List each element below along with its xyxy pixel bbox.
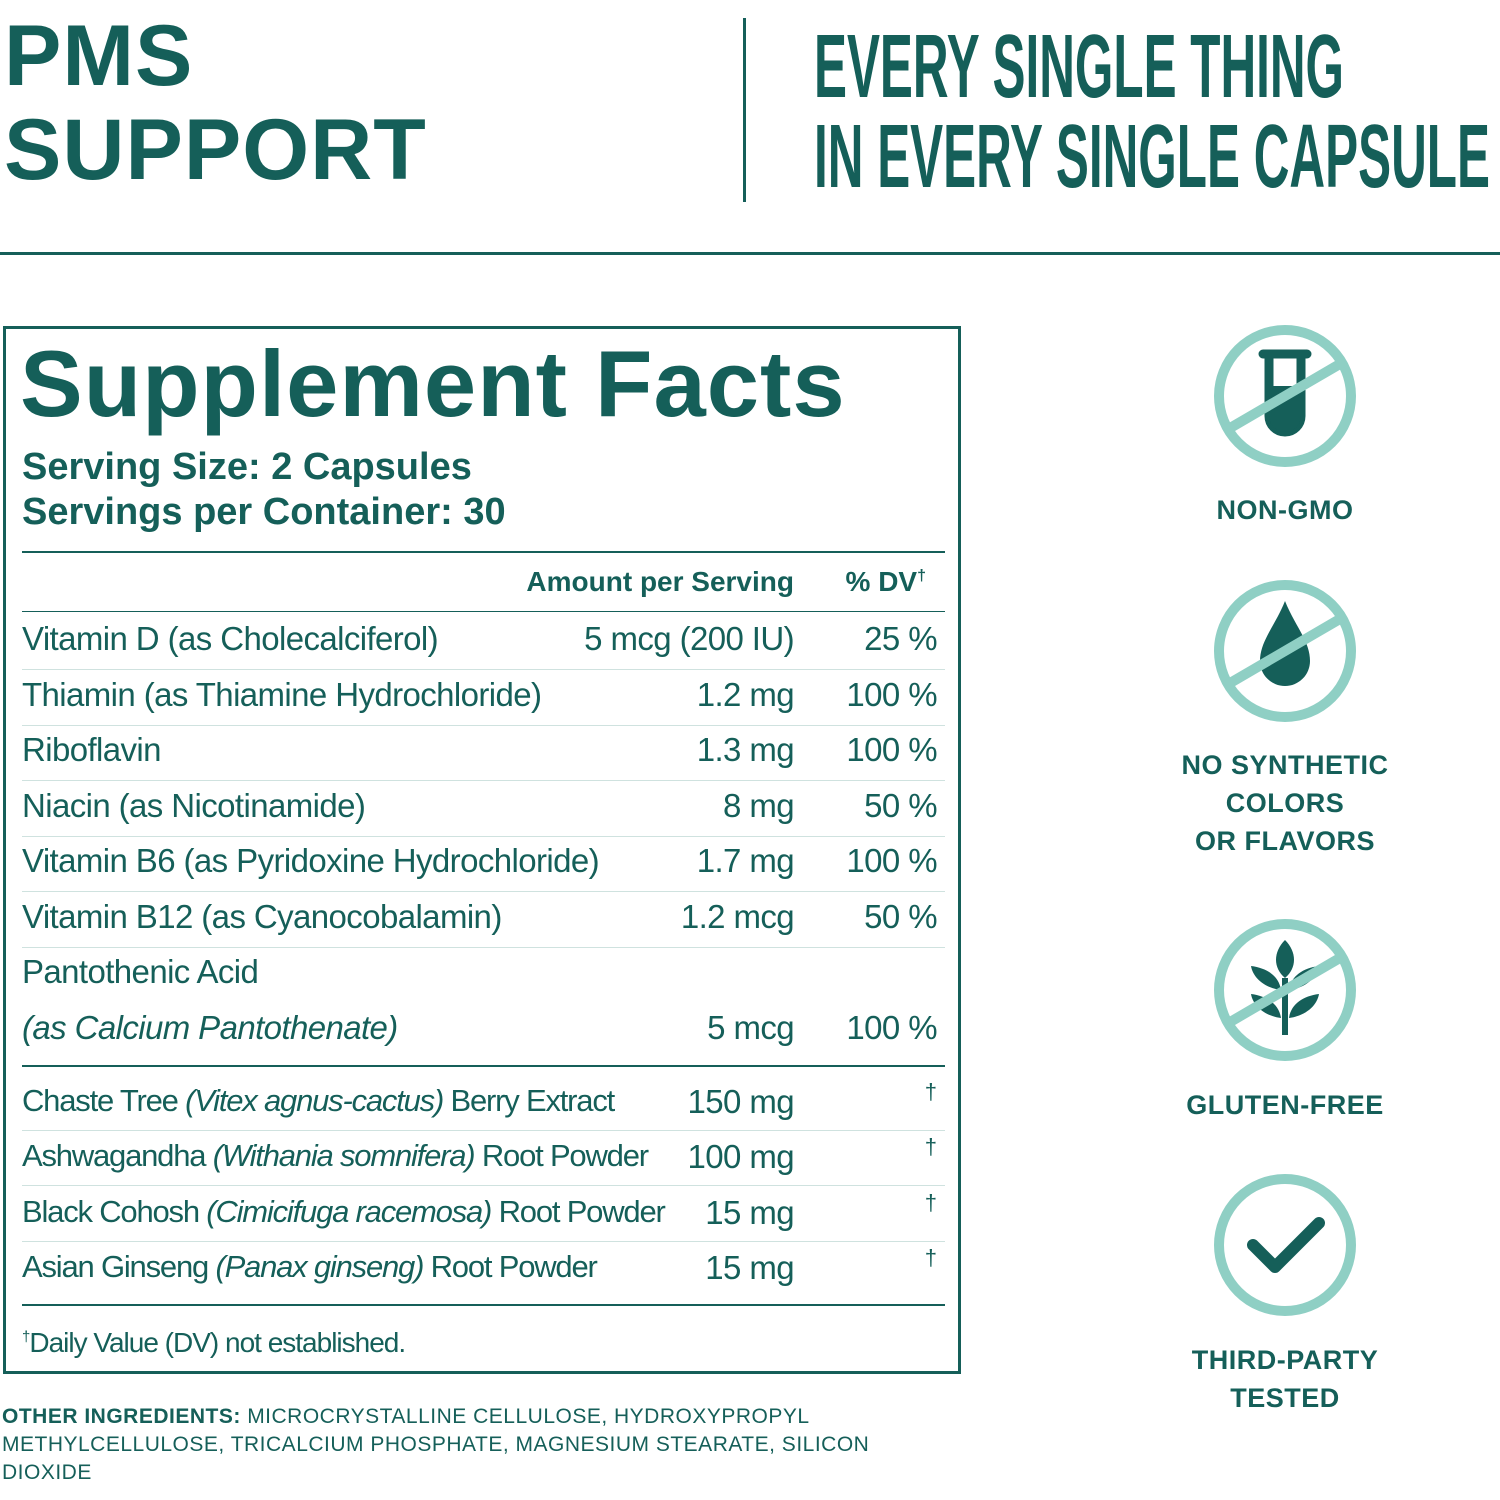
other-ingredients-label: OTHER INGREDIENTS:	[2, 1405, 241, 1428]
herb-name: Asian Ginseng (Panax ginseng) Root Powde…	[22, 1248, 598, 1285]
herb-part: Root Powder	[498, 1193, 666, 1229]
herb-latin: (Panax ginseng)	[215, 1248, 424, 1284]
herb-part: Root Powder	[430, 1248, 598, 1284]
nutrient-dv: 100 %	[846, 1009, 937, 1046]
row-rule	[22, 891, 945, 892]
badge-label: GLUTEN-FREE	[1186, 1090, 1384, 1120]
nutrient-dv: 100 %	[846, 675, 937, 713]
dagger: †	[924, 1244, 937, 1270]
herb-common: Asian Ginseng	[22, 1248, 209, 1284]
supplement-facts-panel	[3, 326, 961, 1374]
nutrient-amount: 1.2 mg	[696, 675, 795, 713]
badge-label: OR FLAVORS	[1195, 826, 1375, 856]
herb-part: Berry Extract	[450, 1083, 616, 1118]
nutrient-name: Vitamin B12 (as Cyanocobalamin)	[22, 897, 502, 935]
dagger: †	[924, 1189, 937, 1215]
row-rule	[22, 946, 945, 948]
nutrient-amount: 5 mcg (200 IU)	[584, 620, 794, 657]
herb-name: Ashwagandha (Withania somnifera) Root Po…	[22, 1138, 649, 1174]
other-ingredients-text: MICROCRYSTALLINE CELLULOSE, HYDROXYPROPY…	[2, 1405, 870, 1484]
row-rule	[22, 1185, 945, 1187]
facts-title: Supplement Facts	[20, 331, 846, 436]
nutrient-name: Niacin (as Nicotinamide)	[22, 786, 366, 824]
herb-amount: 15 mg	[705, 1193, 794, 1231]
nutrient-name: Pantothenic Acid	[22, 953, 259, 990]
row-rule	[22, 669, 945, 670]
servings: Servings per Container: 30	[22, 491, 506, 533]
row-rule	[22, 835, 945, 837]
badge-label: COLORS	[1225, 788, 1345, 818]
nutrient-name: Riboflavin	[22, 731, 162, 768]
nutrient-name: Vitamin B6 (as Pyridoxine Hydrochloride)	[22, 842, 600, 879]
dagger: †	[924, 1134, 937, 1160]
nutrient-dv: 100 %	[846, 731, 937, 768]
row-rule	[22, 780, 945, 781]
herb-latin: (Cimicifuga racemosa)	[206, 1193, 492, 1229]
gluten-free-icon	[1214, 919, 1356, 1061]
rule	[22, 1304, 945, 1306]
tested-icon	[1214, 1174, 1356, 1316]
row-rule	[22, 1240, 945, 1242]
dagger: †	[917, 567, 926, 585]
tagline-line: EVERY SINGLE THING	[814, 17, 1344, 117]
nutrient-amount: 1.2 mcg	[680, 897, 795, 935]
non-gmo-icon	[1214, 325, 1356, 467]
herb-name: Black Cohosh (Cimicifuga racemosa) Root …	[22, 1193, 666, 1230]
herb-amount: 150 mg	[687, 1083, 795, 1120]
column-header: % DV	[845, 566, 918, 597]
divider	[0, 252, 1500, 255]
nutrient-name: Vitamin D (as Cholecalciferol)	[22, 620, 439, 657]
footnote-text: Daily Value (DV) not established.	[29, 1327, 406, 1358]
herb-amount: 15 mg	[705, 1248, 794, 1286]
herb-part: Root Powder	[481, 1138, 649, 1174]
dagger: †	[924, 1079, 937, 1104]
herb-latin: (Vitex agnus-cactus)	[185, 1083, 444, 1118]
herb-name: Chaste Tree (Vitex agnus-cactus) Berry E…	[22, 1083, 616, 1119]
dagger: †	[22, 1328, 30, 1346]
other-ingredients: OTHER INGREDIENTS: MICROCRYSTALLINE CELL…	[2, 1403, 932, 1487]
badge-label: NON-GMO	[1216, 495, 1354, 525]
product-title: PMS	[4, 8, 194, 104]
nutrient-name: Thiamin (as Thiamine Hydrochloride)	[22, 675, 542, 713]
row-rule	[22, 1130, 945, 1131]
herb-common: Chaste Tree	[22, 1083, 179, 1118]
rule	[22, 1065, 945, 1067]
row-rule	[22, 724, 945, 726]
herb-latin: (Withania somnifera)	[212, 1138, 476, 1174]
nutrient-amount: 1.3 mg	[696, 731, 795, 768]
herb-common: Ashwagandha	[22, 1138, 206, 1174]
divider	[743, 18, 746, 202]
badge-label: NO SYNTHETIC	[1181, 750, 1389, 780]
badge-label: THIRD-PARTY	[1191, 1345, 1379, 1375]
herb-common: Black Cohosh	[22, 1193, 200, 1229]
nutrient-amount: 1.7 mg	[696, 842, 795, 879]
column-header: Amount per Serving	[526, 566, 794, 597]
nutrient-source: (as Calcium Pantothenate)	[22, 1009, 398, 1046]
rule	[22, 551, 945, 553]
herb-amount: 100 mg	[687, 1138, 795, 1176]
rule	[22, 611, 945, 612]
badge-label: TESTED	[1230, 1383, 1340, 1413]
no-synthetic-icon	[1214, 580, 1356, 722]
nutrient-dv: 50 %	[864, 897, 937, 935]
nutrient-dv: 50 %	[864, 786, 937, 824]
nutrient-dv: 100 %	[846, 842, 937, 879]
nutrient-amount: 8 mg	[723, 786, 795, 824]
nutrient-amount: 5 mcg	[707, 1009, 794, 1046]
tagline: EVERY SINGLE THING IN EVERY SINGLE CAPSU…	[814, 17, 1490, 200]
footnote: †Daily Value (DV) not established.	[22, 1327, 406, 1359]
product-title: SUPPORT	[4, 102, 427, 198]
tagline-line: IN EVERY SINGLE CAPSULE	[814, 107, 1490, 200]
serving-size: Serving Size: 2 Capsules	[22, 446, 472, 488]
column-header: % DV†	[846, 566, 926, 598]
nutrient-dv: 25 %	[864, 620, 937, 657]
